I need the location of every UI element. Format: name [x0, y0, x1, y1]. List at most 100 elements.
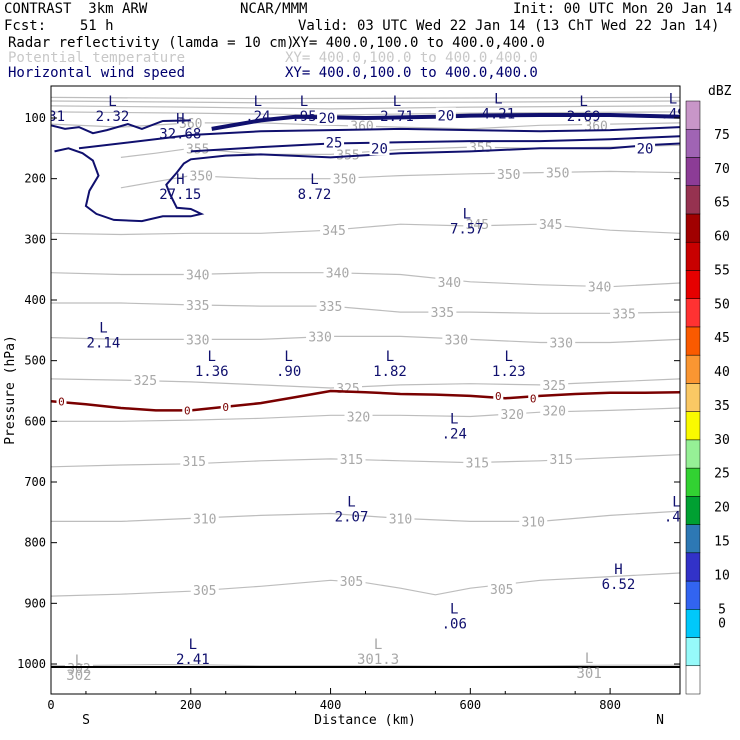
- theta-contour-label-bg: [320, 222, 349, 238]
- colorbar-swatch: [685, 383, 701, 412]
- wind-contour-label-bg: [635, 140, 656, 156]
- extrema-labels: L2.14L1.36L.90L1.82L1.23L.24L2.07L.43H6.…: [48, 92, 689, 684]
- theta-contour-label: 325: [134, 374, 157, 389]
- theta-contour-label: 310: [389, 512, 412, 527]
- extremum-value: 301: [576, 666, 601, 682]
- theta-contour-label: 340: [186, 269, 209, 284]
- extremum-value: 8.72: [298, 187, 332, 203]
- reflectivity-zero-contour: 0 0 0 0 0: [51, 389, 680, 417]
- theta-contour-label: 310: [521, 515, 544, 530]
- extremum-L: L: [254, 94, 262, 110]
- theta-contour-label: 325: [336, 382, 359, 397]
- colorbar-level-label: 15: [714, 535, 730, 550]
- legend-wind-xy: XY= 400.0,100.0 to 400.0,400.0: [285, 65, 538, 81]
- init-time: Init: 00 UTC Mon 20 Jan 14: [513, 1, 733, 17]
- extremum-value: 2.41: [176, 652, 210, 668]
- extremum-value: 4.21: [481, 107, 515, 123]
- theta-contour-label-bg: [487, 580, 516, 596]
- theta-contour-label: 345: [466, 218, 489, 233]
- theta-contour-label: 350: [546, 167, 569, 182]
- theta-contour-label-bg: [330, 170, 359, 186]
- theta-contour-label: 340: [438, 276, 461, 291]
- theta-contour-label: 305: [340, 575, 363, 590]
- theta-contour-label-bg: [547, 334, 576, 350]
- colorbar-swatch: [685, 213, 701, 243]
- theta-contour-label: 320: [347, 410, 370, 425]
- model-title: CONTRAST 3km ARW: [4, 1, 148, 17]
- colorbar-swatch: [685, 637, 701, 667]
- wind-contour-label-bg: [317, 110, 338, 125]
- extremum-value: 31: [48, 109, 65, 125]
- y-tick-label: 700: [24, 475, 46, 489]
- wind-contour-label: 20: [319, 111, 336, 127]
- extremum-value: 2.14: [87, 335, 121, 351]
- theta-contour-label-bg: [498, 406, 527, 422]
- wind-contour-20: [211, 113, 680, 131]
- extremum-value: 301.3: [357, 652, 399, 668]
- theta-contour-label-bg: [187, 167, 216, 183]
- valid-time: Valid: 03 UTC Wed 22 Jan 14 (13 ChT Wed …: [298, 18, 720, 34]
- extremum-L: L: [463, 206, 471, 222]
- extremum-L: L: [284, 349, 292, 365]
- colorbar-swatch: [685, 496, 701, 525]
- y-tick-label: 200: [24, 172, 46, 186]
- extremum-L: L: [450, 411, 458, 427]
- y-tick-label: 300: [24, 232, 46, 246]
- colorbar-swatch: [685, 467, 701, 497]
- theta-contour-335: [51, 302, 680, 314]
- extremum-H: H: [614, 562, 622, 578]
- theta-contour-label-bg: [582, 117, 611, 133]
- theta-contour-label-bg: [463, 454, 492, 470]
- theta-contour-302: [51, 664, 680, 668]
- extremum-L: L: [672, 495, 680, 511]
- extremum-L: L: [310, 172, 318, 188]
- reflectivity-zero-label: 0: [184, 404, 191, 417]
- theta-contour-label-bg: [519, 513, 548, 529]
- extremum-value: 2.71: [380, 109, 414, 125]
- extremum-value: 1.82: [373, 364, 407, 380]
- extremum-L: L: [208, 349, 216, 365]
- extremum-L: L: [108, 94, 116, 110]
- colorbar-swatch: [685, 326, 701, 356]
- theta-contour-label: 305: [490, 583, 513, 598]
- x-tick-label: 600: [459, 698, 481, 712]
- colorbar-level-label: 25: [714, 467, 730, 482]
- extremum-L: L: [189, 637, 197, 653]
- theta-contour-label: 302: [67, 662, 90, 677]
- extremum-L: L: [393, 94, 401, 110]
- colorbar-swatch: [685, 270, 701, 299]
- theta-contour-label-bg: [463, 216, 492, 232]
- extremum-value: .49: [660, 107, 685, 123]
- theta-contour-label-bg: [435, 273, 464, 289]
- extremum-L: L: [450, 601, 458, 617]
- colorbar-swatch: [685, 354, 701, 384]
- reflectivity-zero-line: [51, 389, 680, 412]
- colorbar-swatch: [685, 241, 701, 271]
- theta-contour-label: 325: [542, 379, 565, 394]
- x-axis-label: Distance (km): [314, 713, 416, 728]
- colorbar-unit: dBZ: [708, 84, 732, 99]
- reflectivity-zero-label: 0: [530, 392, 537, 405]
- theta-contour-label-bg: [176, 114, 205, 130]
- legend-theta-xy: XY= 400.0,100.0 to 400.0,400.0: [285, 50, 538, 66]
- colorbar-swatch: [685, 665, 701, 695]
- x-tick-label: 0: [47, 698, 54, 712]
- extremum-value: .43: [664, 510, 689, 526]
- x-tick-label: 800: [599, 698, 621, 712]
- reflectivity-zero-label: 0: [222, 401, 229, 414]
- colorbar-swatch: [685, 524, 701, 554]
- colorbar-swatch: [685, 185, 701, 215]
- wind-contour-30: [78, 126, 680, 150]
- organization: NCAR/MMM: [240, 1, 308, 17]
- endpoint-left: S: [82, 713, 90, 728]
- theta-contour-label: 350: [497, 168, 520, 183]
- colorbar-level-label: 5: [718, 602, 726, 617]
- y-tick-label: 600: [24, 414, 46, 428]
- theta-contour-label-bg: [386, 510, 415, 526]
- theta-contour-305: [51, 572, 680, 597]
- extremum-value: 6.52: [602, 577, 636, 593]
- colorbar-swatch: [685, 439, 701, 469]
- colorbar-swatch: [685, 298, 701, 328]
- x-tick-label: 200: [180, 698, 202, 712]
